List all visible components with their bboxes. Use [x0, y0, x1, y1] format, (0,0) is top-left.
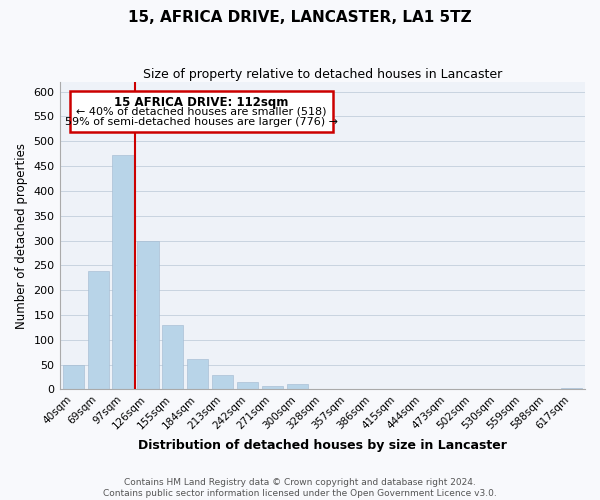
Bar [88, 272, 109, 390]
Text: 15 AFRICA DRIVE: 112sqm: 15 AFRICA DRIVE: 112sqm [114, 96, 289, 108]
Bar [561, 388, 582, 390]
Title: Size of property relative to detached houses in Lancaster: Size of property relative to detached ho… [143, 68, 502, 80]
Bar [237, 382, 258, 390]
Bar [212, 374, 233, 390]
Bar [162, 325, 184, 390]
Text: Contains HM Land Registry data © Crown copyright and database right 2024.
Contai: Contains HM Land Registry data © Crown c… [103, 478, 497, 498]
Bar [62, 364, 84, 390]
Text: ← 40% of detached houses are smaller (518): ← 40% of detached houses are smaller (51… [76, 107, 326, 117]
Bar [112, 155, 134, 390]
Bar [287, 384, 308, 390]
FancyBboxPatch shape [70, 91, 333, 132]
Text: 15, AFRICA DRIVE, LANCASTER, LA1 5TZ: 15, AFRICA DRIVE, LANCASTER, LA1 5TZ [128, 10, 472, 25]
Bar [262, 386, 283, 390]
Bar [137, 240, 158, 390]
X-axis label: Distribution of detached houses by size in Lancaster: Distribution of detached houses by size … [138, 440, 507, 452]
Bar [187, 358, 208, 390]
Text: 59% of semi-detached houses are larger (776) →: 59% of semi-detached houses are larger (… [65, 117, 338, 127]
Y-axis label: Number of detached properties: Number of detached properties [15, 142, 28, 328]
